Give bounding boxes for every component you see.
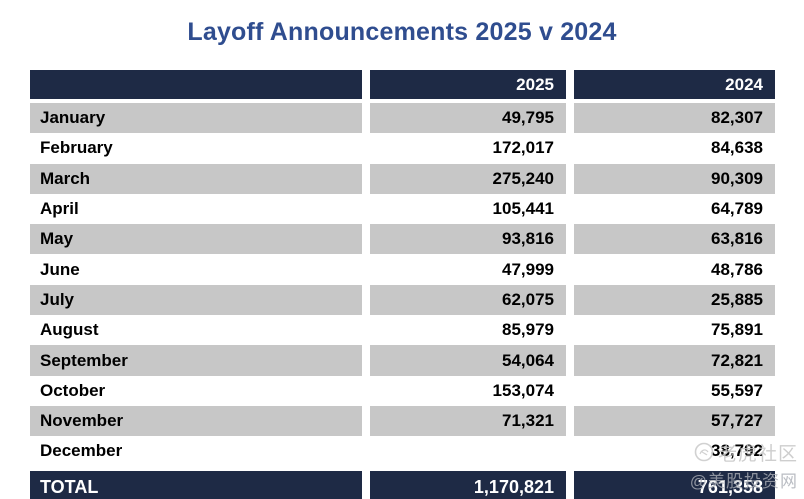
value-2024-cell: 90,309 bbox=[574, 163, 775, 194]
month-cell: July bbox=[30, 284, 362, 316]
value-2024-cell: 48,786 bbox=[574, 254, 775, 285]
value-2025-cell: 93,816 bbox=[370, 224, 566, 255]
month-cell: February bbox=[30, 133, 362, 164]
value-2024-cell: 38,792 bbox=[574, 436, 775, 467]
value-2024-cell: 82,307 bbox=[574, 103, 775, 134]
month-cell: September bbox=[30, 345, 362, 376]
value-2025-cell: 71,321 bbox=[370, 405, 566, 437]
month-cell: August bbox=[30, 315, 362, 346]
header-2025-cell: 2025 bbox=[370, 70, 566, 99]
value-2024-cell: 64,789 bbox=[574, 193, 775, 225]
value-2025-cell: 105,441 bbox=[370, 193, 566, 225]
layoff-table: 2025 2024 January 49,795 82,307 February… bbox=[30, 70, 775, 499]
month-cell: November bbox=[30, 405, 362, 437]
value-2024-cell: 84,638 bbox=[574, 133, 775, 164]
month-cell: June bbox=[30, 254, 362, 285]
value-2025-cell: 49,795 bbox=[370, 103, 566, 134]
total-2025-cell: 1,170,821 bbox=[370, 470, 566, 499]
month-cell: October bbox=[30, 375, 362, 406]
value-2025-cell: 54,064 bbox=[370, 345, 566, 376]
total-divider bbox=[30, 466, 775, 471]
month-cell: May bbox=[30, 224, 362, 255]
value-2024-cell: 72,821 bbox=[574, 345, 775, 376]
total-2024-cell: 761,358 bbox=[574, 470, 775, 499]
value-2024-cell: 63,816 bbox=[574, 224, 775, 255]
month-cell: March bbox=[30, 163, 362, 194]
value-2025-cell: 85,979 bbox=[370, 315, 566, 346]
value-2025-cell: 275,240 bbox=[370, 163, 566, 194]
value-2025-cell: 153,074 bbox=[370, 375, 566, 406]
header-2024-cell: 2024 bbox=[574, 70, 775, 99]
page-title: Layoff Announcements 2025 v 2024 bbox=[187, 18, 617, 46]
month-cell: April bbox=[30, 193, 362, 225]
value-2025-cell bbox=[370, 436, 566, 467]
total-label-cell: TOTAL bbox=[30, 470, 362, 499]
value-2024-cell: 57,727 bbox=[574, 405, 775, 437]
value-2024-cell: 25,885 bbox=[574, 284, 775, 316]
header-month-cell bbox=[30, 70, 362, 99]
month-cell: December bbox=[30, 436, 362, 467]
value-2025-cell: 172,017 bbox=[370, 133, 566, 164]
value-2025-cell: 62,075 bbox=[370, 284, 566, 316]
value-2025-cell: 47,999 bbox=[370, 254, 566, 285]
value-2024-cell: 55,597 bbox=[574, 375, 775, 406]
month-cell: January bbox=[30, 103, 362, 134]
value-2024-cell: 75,891 bbox=[574, 315, 775, 346]
header-divider bbox=[30, 99, 775, 103]
